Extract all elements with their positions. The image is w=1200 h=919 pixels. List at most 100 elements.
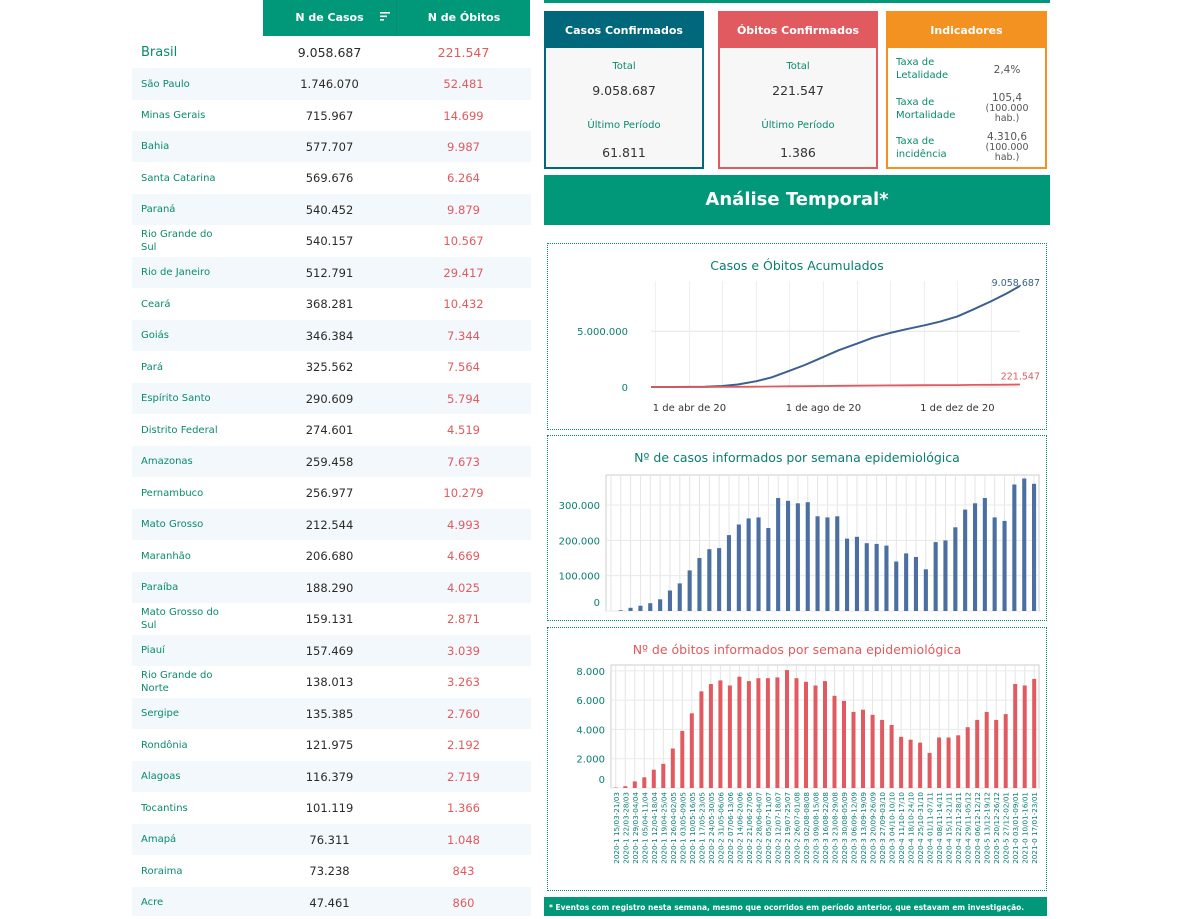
state-deaths: 29.417 (396, 257, 531, 288)
bar (690, 713, 694, 788)
y-tick-label: 100.000 (559, 572, 600, 583)
x-tick-label: 2021-0 17/01-23/01 (1030, 792, 1039, 864)
bar (947, 738, 951, 789)
bar (804, 682, 808, 788)
weekly-cases-chart[interactable]: Nº de casos informados por semana epidem… (548, 436, 1046, 620)
weekly-cases-chart-panel: Nº de casos informados por semana epidem… (547, 435, 1047, 621)
x-tick-label: 2020-3 04/10-10/10 (888, 792, 897, 864)
state-name: Alagoas (141, 761, 231, 792)
header-cases[interactable]: N de Casos (263, 0, 396, 36)
state-cases: 157.469 (263, 635, 396, 666)
mortality-label: Taxa de Mortalidade (896, 96, 966, 122)
bar (1003, 521, 1007, 611)
state-cases: 325.562 (263, 351, 396, 383)
state-cases: 346.384 (263, 320, 396, 351)
sort-icon[interactable] (380, 11, 390, 23)
state-deaths: 2.760 (396, 698, 531, 729)
bar (814, 686, 818, 789)
y-tick-label: 8.000 (576, 667, 605, 678)
x-tick-label: 2020-1 26/04-02/05 (669, 792, 678, 864)
x-tick-label: 2020-3 13/09-19/09 (859, 792, 868, 864)
x-tick-label: 2020-2 12/07-18/07 (773, 792, 782, 864)
state-cases: 138.013 (263, 666, 396, 698)
bar (668, 591, 672, 612)
bar (880, 720, 884, 788)
state-name: Amapá (141, 824, 231, 855)
x-tick-label: 1 de dez de 20 (920, 403, 995, 414)
state-cases: 259.458 (263, 446, 396, 477)
y-tick-label: 0 (599, 775, 605, 786)
x-tick-label: 2020-4 08/11-14/11 (935, 792, 944, 864)
bar (697, 558, 701, 611)
state-deaths: 7.673 (396, 446, 531, 477)
confirmed-deaths-card: Óbitos Confirmados Total 221.547 Último … (718, 11, 878, 169)
bar (861, 710, 865, 788)
state-cases: 1.746.070 (263, 68, 396, 100)
bar (709, 684, 713, 788)
bar (1012, 485, 1016, 612)
state-name: Rio Grande do Norte (141, 666, 231, 698)
table-header: N de Casos N de Óbitos (263, 0, 530, 36)
cases-line (651, 286, 1020, 387)
x-tick-label: 2020-3 30/08-05/09 (840, 792, 849, 864)
bar (727, 535, 731, 611)
bar (642, 777, 646, 788)
deaths-end-label: 221.547 (1001, 372, 1040, 383)
deaths-total-label: Total (720, 61, 876, 72)
state-deaths: 2.871 (396, 603, 531, 635)
deaths-period-label: Último Período (720, 120, 876, 131)
header-cases-label: N de Casos (295, 11, 363, 24)
bar (966, 727, 970, 788)
bar (717, 548, 721, 611)
bar (747, 518, 751, 611)
chart-title: Nº de óbitos informados por semana epide… (633, 642, 962, 657)
bar (707, 549, 711, 611)
state-name: Roraima (141, 855, 231, 887)
state-cases: 274.601 (263, 414, 396, 446)
x-tick-label: 2020-3 02/08-08/08 (802, 792, 811, 864)
state-cases: 540.452 (263, 194, 396, 225)
x-tick-label: 2020-4 15/11-21/11 (945, 792, 954, 864)
deaths-total-value: 221.547 (720, 83, 876, 98)
x-tick-label: 2020-2 05/07-11/07 (764, 792, 773, 864)
footnote: * Eventos com registro nesta semana, mes… (544, 897, 1047, 916)
state-cases: 9.058.687 (263, 36, 396, 68)
bar (1032, 484, 1036, 611)
weekly-deaths-chart[interactable]: Nº de óbitos informados por semana epide… (548, 628, 1046, 890)
state-name: Mato Grosso (141, 509, 231, 540)
bar (737, 525, 741, 612)
x-tick-label: 2020-1 19/04-25/04 (659, 792, 668, 864)
header-deaths[interactable]: N de Óbitos (396, 0, 531, 36)
state-name: Rondônia (141, 729, 231, 761)
